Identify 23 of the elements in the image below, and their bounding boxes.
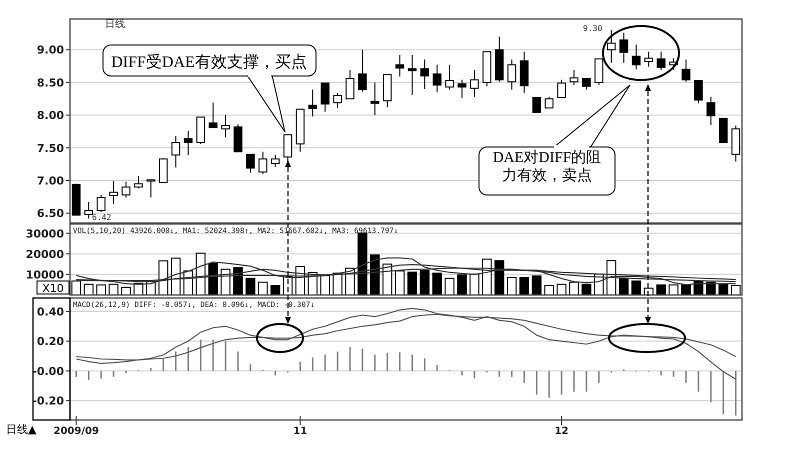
y-tick-label: 0.40 [36,305,64,318]
y-tick-label: 10000 [26,268,64,282]
annotation: 6.42 [92,213,112,222]
annotation: DIFF受DAE有效支撑，买点 [111,53,307,71]
y-tick-label: -0.20 [32,394,64,408]
text: X10 [42,282,64,295]
text: 日线▲ [6,423,37,436]
y-tick-label: 0.20 [36,335,64,348]
x-tick-label: 2009/09 [54,426,99,437]
y-tick-label: 8.00 [36,109,64,122]
y-tick-label: -0.00 [32,364,64,378]
y-tick-label: 20000 [26,248,64,261]
y-tick-label: 7.00 [36,174,64,188]
annotation: 9.30 [583,24,602,33]
x-tick-label: 11 [293,426,308,437]
annotation: DAE对DIFF的阻力有效，卖点 [492,149,602,184]
y-tick-label: 8.50 [36,76,64,90]
y-tick-label: 30000 [26,227,64,240]
y-tick-label: 7.50 [36,142,64,155]
y-tick-label: 6.50 [36,207,64,220]
x-tick-label: 12 [554,426,569,437]
y-tick-label: 9.00 [36,44,64,57]
chart-title: 日线 [105,18,125,30]
